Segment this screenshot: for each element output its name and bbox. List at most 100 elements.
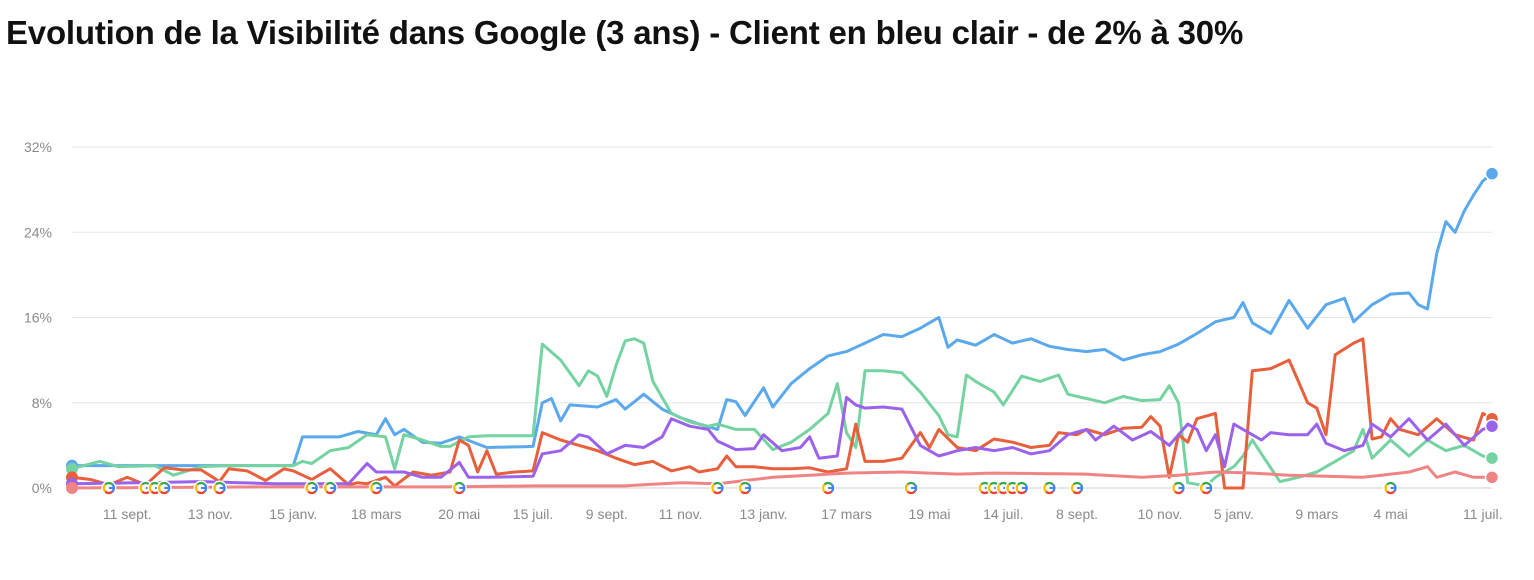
x-tick-label: 9 sept. xyxy=(586,506,628,522)
google-update-icon[interactable] xyxy=(156,480,172,496)
google-update-icon[interactable] xyxy=(737,480,753,496)
x-tick-label: 8 sept. xyxy=(1056,506,1098,522)
series-line-0 xyxy=(70,172,1494,468)
google-icon-arc xyxy=(213,483,217,493)
google-icon-arc xyxy=(1043,483,1047,493)
x-axis-ticks: 11 sept. 13 nov. 15 janv. 18 mars 20 mai 15 j… xyxy=(103,506,1503,522)
y-tick-label: 8% xyxy=(32,395,52,411)
google-icon-arc xyxy=(195,483,199,493)
google-icon-arc xyxy=(196,490,206,495)
google-icon-arc xyxy=(739,483,743,493)
x-tick-label: 18 mars xyxy=(351,506,402,522)
x-tick-label: 14 juil. xyxy=(983,506,1023,522)
google-update-icon[interactable] xyxy=(1170,480,1186,496)
google-update-icon[interactable] xyxy=(1041,480,1057,496)
y-tick-label: 32% xyxy=(24,139,52,155)
google-icon-arc xyxy=(1006,483,1010,493)
google-icon-arc xyxy=(1045,490,1054,495)
google-update-icon[interactable] xyxy=(368,480,384,496)
google-icon-arc xyxy=(215,481,224,486)
google-icon-arc xyxy=(196,481,206,486)
google-update-icon[interactable] xyxy=(1014,480,1030,496)
google-icon-arc xyxy=(997,483,1001,493)
google-icon-arc xyxy=(159,490,169,495)
y-tick-label: 24% xyxy=(24,224,52,240)
google-icon-arc xyxy=(305,483,310,493)
google-icon-arc xyxy=(1017,490,1027,495)
google-update-icon[interactable] xyxy=(212,480,228,496)
google-update-icon[interactable] xyxy=(304,480,320,496)
google-icon-arc xyxy=(139,483,144,493)
google-icon-arc xyxy=(905,483,909,493)
google-update-icon[interactable] xyxy=(322,480,338,496)
google-icon-arc xyxy=(978,483,983,493)
google-icon-arc xyxy=(454,490,464,495)
google-icon-arc xyxy=(713,481,722,486)
google-icon-arc xyxy=(1072,481,1082,486)
google-update-icon[interactable] xyxy=(709,480,725,496)
x-tick-label: 19 mai xyxy=(909,506,951,522)
google-icon-arc xyxy=(215,490,224,495)
series-end-point[interactable] xyxy=(1484,470,1500,485)
google-icon-arc xyxy=(711,483,715,493)
google-icon-arc xyxy=(1200,483,1204,493)
google-icon-arc xyxy=(1072,490,1082,495)
x-tick-label: 10 nov. xyxy=(1138,506,1183,522)
google-icon-arc xyxy=(371,490,381,495)
google-icon-arc xyxy=(1386,481,1395,486)
google-icon-arc xyxy=(325,481,335,486)
series-start-point xyxy=(66,482,78,494)
google-icon-arc xyxy=(1174,490,1183,495)
google-icon-arc xyxy=(158,483,162,493)
google-update-icon[interactable] xyxy=(820,480,836,496)
google-update-icon[interactable] xyxy=(451,480,467,496)
google-icon-arc xyxy=(740,481,750,486)
x-tick-label: 17 mars xyxy=(821,506,872,522)
google-icon-arc xyxy=(1386,490,1395,495)
google-update-icon[interactable] xyxy=(1069,480,1085,496)
series-line-2 xyxy=(70,337,1494,490)
google-update-icon[interactable] xyxy=(101,480,117,496)
x-tick-label: 15 janv. xyxy=(269,506,317,522)
google-icon-arc xyxy=(1201,490,1211,495)
series-start-point xyxy=(66,462,78,475)
google-icon-arc xyxy=(740,490,750,495)
series-line-3 xyxy=(70,395,1494,486)
google-icon-arc xyxy=(1045,481,1054,486)
google-icon-arc xyxy=(324,483,328,493)
google-icon-arc xyxy=(159,481,169,486)
google-icon-arc xyxy=(453,483,457,493)
google-icon-arc xyxy=(102,483,107,493)
google-icon-arc xyxy=(370,483,374,493)
google-icon-arc xyxy=(906,490,916,495)
google-icon-arc xyxy=(823,490,833,495)
google-icon-arc xyxy=(1172,483,1176,493)
google-update-icon[interactable] xyxy=(903,480,919,496)
y-tick-label: 0% xyxy=(32,480,52,496)
google-icon-arc xyxy=(1384,483,1388,493)
google-update-icon[interactable] xyxy=(1383,480,1399,496)
google-icon-arc xyxy=(987,483,992,493)
series-end-point[interactable] xyxy=(1484,418,1500,434)
google-icon-arc xyxy=(1017,481,1027,486)
x-tick-label: 13 nov. xyxy=(188,506,233,522)
google-icon-arc xyxy=(325,490,335,495)
google-update-icon[interactable] xyxy=(1198,480,1214,496)
google-icon-arc xyxy=(906,481,916,486)
series-end-point[interactable] xyxy=(1484,450,1500,466)
google-icon-arc xyxy=(823,481,833,486)
x-tick-label: 4 mai xyxy=(1373,506,1407,522)
series-end-markers xyxy=(66,166,1500,494)
google-icon-arc xyxy=(1070,483,1075,493)
google-icon-arc xyxy=(1201,481,1211,486)
series-lines xyxy=(70,172,1494,490)
page-title: Evolution de la Visibilité dans Google (… xyxy=(6,14,1244,51)
google-icon-arc xyxy=(1015,483,1020,493)
x-tick-label: 11 juil. xyxy=(1463,506,1502,522)
google-icon-arc xyxy=(371,481,381,486)
x-tick-label: 11 nov. xyxy=(659,506,703,522)
x-tick-label: 15 juil. xyxy=(513,506,553,522)
series-end-point[interactable] xyxy=(1484,166,1500,181)
google-update-icon[interactable] xyxy=(193,480,209,496)
